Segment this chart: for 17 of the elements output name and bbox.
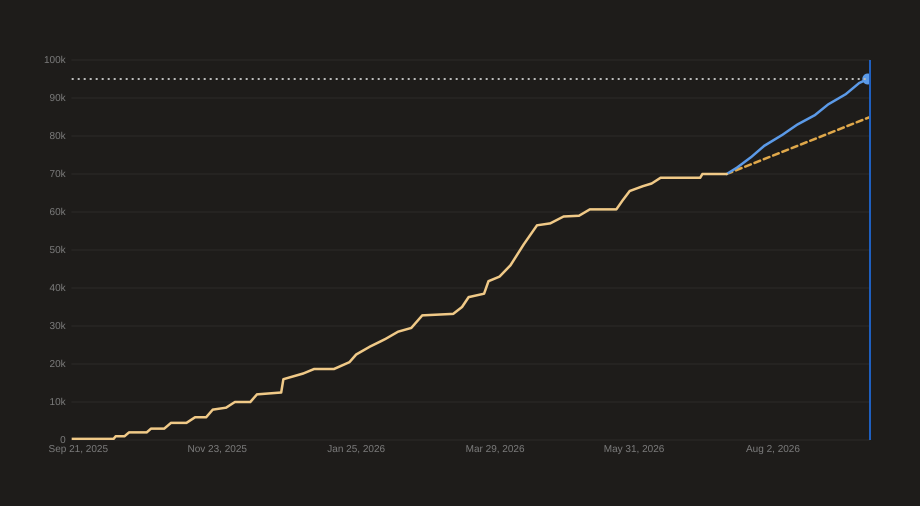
x-tick-label: May 31, 2026: [604, 444, 665, 455]
x-tick-label: Sep 21, 2025: [48, 444, 108, 455]
y-tick-label: 60k: [50, 206, 67, 218]
x-tick-label: Nov 23, 2025: [187, 444, 248, 455]
y-tick-label: 100k: [44, 54, 67, 66]
x-tick-label: Aug 2, 2026: [746, 444, 800, 455]
y-tick-label: 10k: [50, 396, 67, 408]
y-tick-label: 70k: [50, 168, 67, 180]
y-tick-label: 80k: [50, 130, 67, 142]
y-tick-label: 90k: [50, 92, 67, 104]
y-tick-label: 30k: [50, 320, 67, 332]
x-tick-label: Jan 25, 2026: [327, 444, 386, 455]
x-tick-label: Mar 29, 2026: [466, 444, 525, 455]
y-tick-label: 20k: [50, 358, 67, 370]
y-tick-label: 0: [60, 434, 66, 446]
y-tick-label: 40k: [50, 282, 67, 294]
y-tick-label: 50k: [50, 244, 67, 256]
